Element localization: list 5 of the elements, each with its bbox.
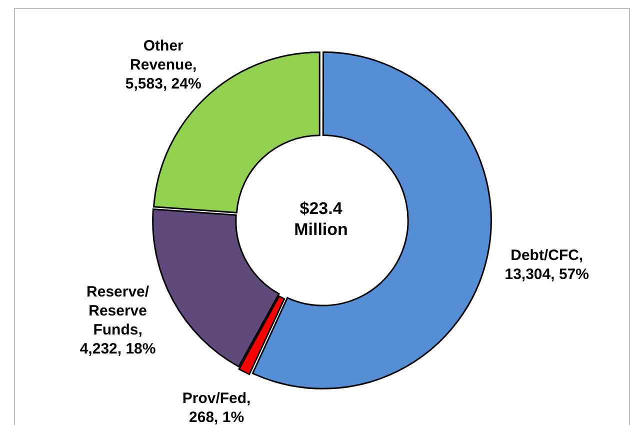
slice-label: Prov/Fed, 268, 1% — [182, 390, 251, 425]
text: $23.4 Million — [294, 199, 348, 240]
slice-label: Debt/CFC, 13,304, 57% — [504, 246, 589, 283]
slice-label: Other Revenue, 5,583, 24% — [125, 38, 202, 93]
slice-label: Reserve/ Reserve Funds, 4,232, 18% — [80, 283, 156, 358]
